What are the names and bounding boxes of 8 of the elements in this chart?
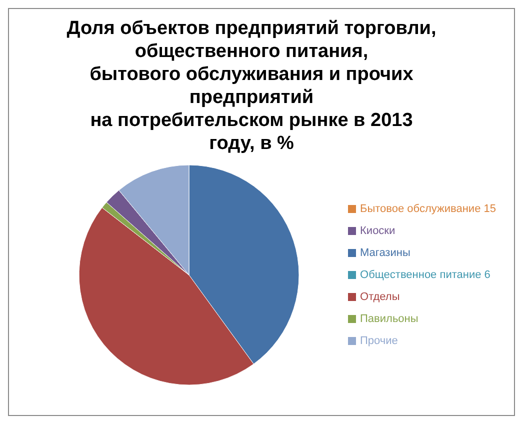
chart-title: Доля объектов предприятий торговли, общественного питания, бытового обслуживания и прочих предприятий на потребительском рынке в 2013 году, в % [66, 17, 438, 155]
legend-label: Общественное питание 6 [360, 269, 490, 281]
legend-label: Прочие [360, 335, 398, 347]
legend-label: Киоски [360, 225, 396, 237]
legend-label: Отделы [360, 291, 400, 303]
legend-label: Бытовое обслуживание 15 [360, 203, 496, 215]
legend-label: Магазины [360, 247, 410, 259]
legend-label: Павильоны [360, 313, 418, 325]
